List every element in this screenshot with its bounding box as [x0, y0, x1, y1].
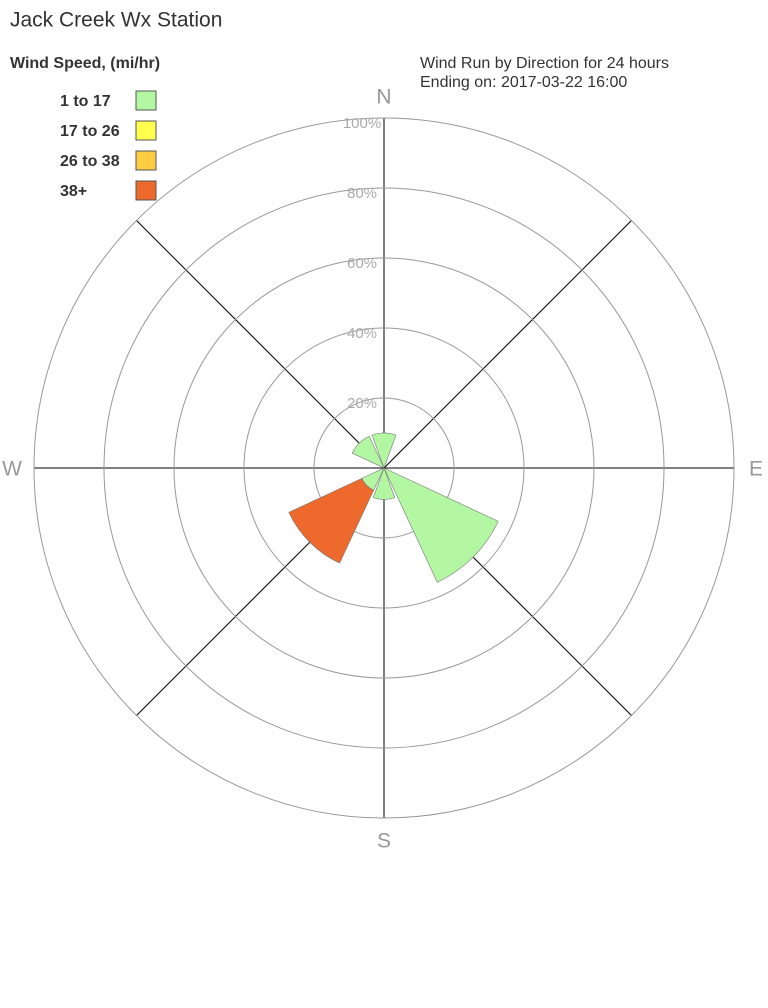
direction-label: E — [749, 458, 763, 481]
wedge — [383, 467, 499, 583]
legend-swatch — [135, 150, 157, 171]
direction-label: N — [376, 86, 391, 109]
direction-label: S — [377, 830, 391, 853]
direction-label: W — [2, 458, 22, 481]
r-tick-label: 100% — [343, 115, 381, 132]
legend-label: 38+ — [60, 183, 87, 200]
legend-swatch — [135, 90, 157, 111]
wedge — [372, 467, 396, 500]
legend-swatch — [135, 120, 157, 141]
legend-swatch — [135, 180, 157, 201]
subtitle: Ending on: 2017-03-22 16:00 — [420, 74, 627, 91]
r-tick-label: 80% — [347, 185, 377, 202]
wedge — [288, 477, 375, 564]
r-tick-label: 60% — [347, 255, 377, 272]
chart-title: Jack Creek Wx Station — [10, 9, 222, 32]
grid-ring — [173, 257, 595, 679]
legend-title: Wind Speed, (mi/hr) — [10, 55, 160, 72]
wedge — [371, 432, 397, 469]
wedge — [351, 435, 385, 469]
r-tick-label: 40% — [347, 325, 377, 342]
legend-label: 1 to 17 — [60, 93, 111, 110]
grid-ring — [313, 397, 455, 539]
grid-ring — [33, 117, 735, 819]
legend-label: 26 to 38 — [60, 153, 120, 170]
subtitle: Wind Run by Direction for 24 hours — [420, 55, 669, 72]
r-tick-label: 20% — [347, 395, 377, 412]
legend-label: 17 to 26 — [60, 123, 120, 140]
grid-ring — [103, 187, 665, 749]
grid-ring — [243, 327, 525, 609]
